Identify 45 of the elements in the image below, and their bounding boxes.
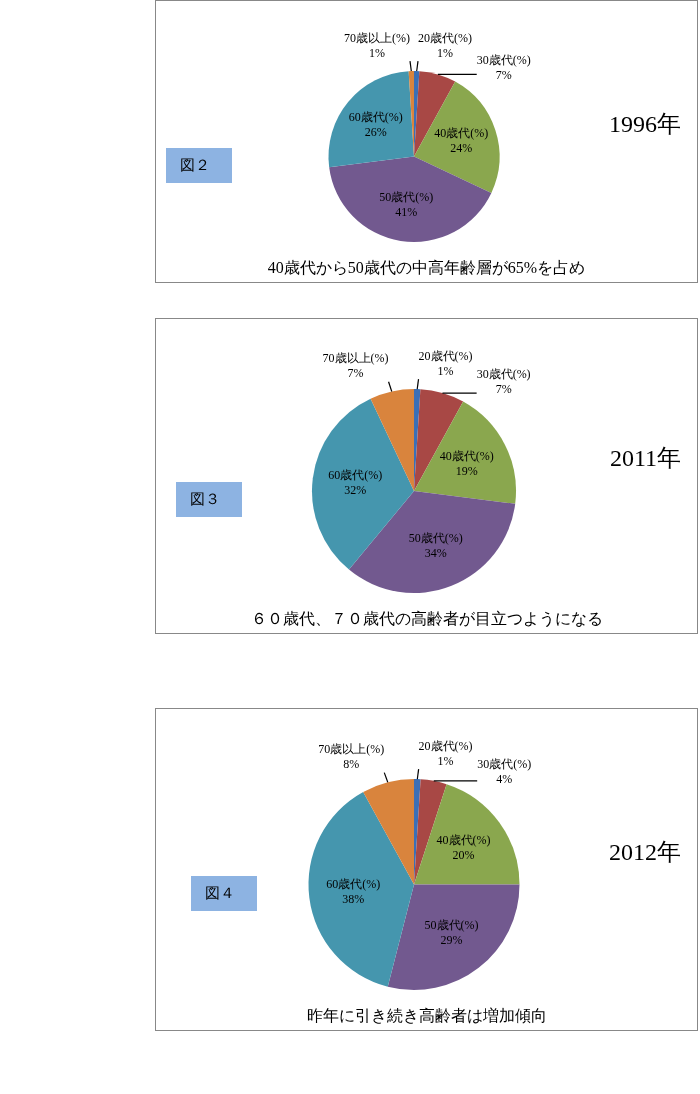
data-label: 1% <box>437 753 454 768</box>
slice-label: 40歳代(%) <box>434 125 489 140</box>
slice-label: 40歳代(%) <box>439 448 494 463</box>
data-label: 24% <box>450 140 473 155</box>
data-label: 7% <box>495 382 512 397</box>
slice-label: 50歳代(%) <box>408 530 463 545</box>
slice-label: 60歳代(%) <box>348 109 403 124</box>
text: 1996年 <box>609 109 681 139</box>
text: 2011年 <box>609 444 681 473</box>
text: 図４ <box>191 875 257 911</box>
data-label: 19% <box>455 463 478 478</box>
data-label: 38% <box>342 891 365 906</box>
slice-label: 30歳代(%) <box>477 756 532 771</box>
slice-label: 70歳以上(%) <box>318 742 385 757</box>
text: 昨年に引き続き高齢者は増加傾向 <box>305 1006 548 1026</box>
text: ６０歳代、７０歳代の高齢者が目立つようになる <box>249 609 604 629</box>
data-label: 20% <box>452 848 475 863</box>
slice-label: 30歳代(%) <box>476 367 531 382</box>
data-label: 1% <box>436 45 453 60</box>
slice-label: 50歳代(%) <box>424 917 479 932</box>
data-label: 26% <box>364 124 387 139</box>
data-label: 32% <box>344 483 367 498</box>
data-label: 34% <box>424 545 447 560</box>
slice-label: 60歳代(%) <box>326 876 381 891</box>
data-label: 41% <box>395 205 418 220</box>
text: 40歳代から50歳代の中高年齢層が65%を占め <box>266 258 587 278</box>
slice-label: 70歳以上(%) <box>344 30 411 45</box>
data-label: 8% <box>343 757 360 772</box>
slice-label: 60歳代(%) <box>328 468 383 483</box>
text: 図３ <box>176 482 242 517</box>
data-label: 7% <box>347 366 364 381</box>
data-label: 29% <box>440 932 463 947</box>
data-label: 4% <box>496 771 513 786</box>
slice-label: 20歳代(%) <box>417 30 472 45</box>
slice-label: 20歳代(%) <box>418 348 473 363</box>
slice-label: 70歳以上(%) <box>322 351 389 366</box>
text: 2012年 <box>609 837 681 867</box>
slice-label: 30歳代(%) <box>476 53 531 68</box>
slice-label: 50歳代(%) <box>379 190 434 205</box>
text: 図２ <box>166 147 232 183</box>
slice-label: 40歳代(%) <box>436 833 491 848</box>
slice-label: 20歳代(%) <box>418 738 473 753</box>
data-label: 7% <box>495 68 512 83</box>
data-label: 1% <box>437 363 454 378</box>
data-label: 1% <box>369 45 386 60</box>
